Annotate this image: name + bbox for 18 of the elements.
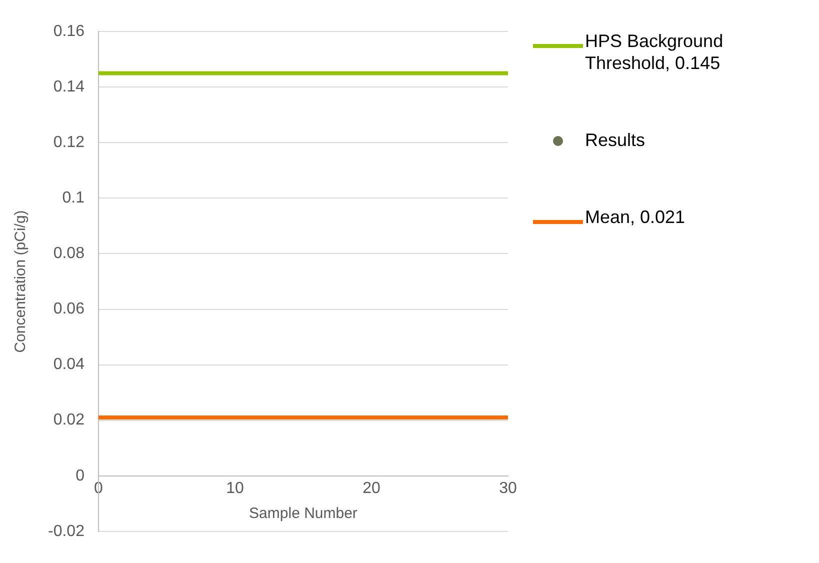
y-tick-label: 0.12 <box>53 134 85 152</box>
y-tick-label: 0 <box>76 467 85 484</box>
y-tick-label: 0.06 <box>53 300 85 318</box>
y-tick-label: 0.08 <box>53 245 85 262</box>
y-tick-label: 0.02 <box>53 412 85 429</box>
x-tick-label: 20 <box>362 480 380 497</box>
y-tick-label: -0.02 <box>48 522 85 540</box>
legend-label: Mean, 0.021 <box>585 206 686 228</box>
x-axis-title: Sample Number <box>249 505 358 522</box>
y-tick-label: 0.14 <box>53 78 85 96</box>
legend-label: Results <box>585 129 646 151</box>
x-tick-label: 10 <box>226 480 244 497</box>
y-axis-title: Concentration (pCi/g) <box>12 210 30 353</box>
x-tick-label: 30 <box>499 480 517 497</box>
y-tick-label: 0.04 <box>53 356 85 374</box>
legend-label: HPS Background Threshold, 0.145 <box>585 30 724 74</box>
y-tick-label: 0.16 <box>53 23 85 40</box>
y-tick-label: 0.1 <box>62 190 85 207</box>
